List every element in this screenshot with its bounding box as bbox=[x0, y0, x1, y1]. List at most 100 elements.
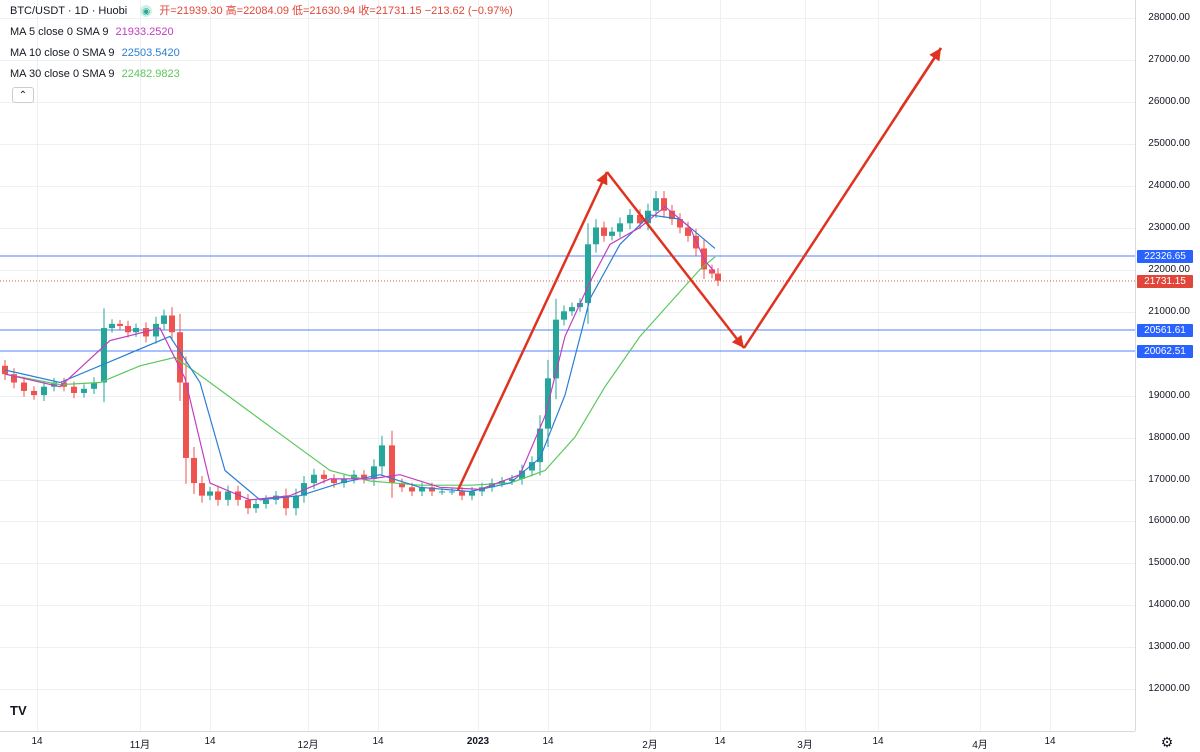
ma30-line bbox=[4, 256, 716, 486]
ma30-label: MA 30 close 0 SMA 9 bbox=[10, 68, 115, 80]
candle-body bbox=[499, 480, 505, 484]
candle-body bbox=[191, 457, 197, 484]
arrow-up-2 bbox=[898, 47, 943, 111]
candle-body bbox=[161, 315, 167, 324]
candle-body bbox=[81, 388, 87, 394]
price-axis-label: 28000.00 bbox=[1148, 12, 1190, 23]
time-axis-label: 14 bbox=[542, 736, 554, 747]
ma5-value: 21933.2520 bbox=[115, 26, 174, 38]
candle-body bbox=[637, 214, 643, 224]
chart-area[interactable]: BTC/USDT · 1D · Huobi ◉ 开=21939.30 高=220… bbox=[0, 0, 1135, 731]
tradingview-logo[interactable]: TV bbox=[10, 703, 27, 718]
price-axis[interactable]: 28000.00 27000.00 26000.00 25000.00 24000.00… bbox=[1135, 0, 1200, 731]
grid-line-vertical bbox=[805, 0, 806, 731]
candle-body bbox=[117, 323, 123, 326]
price-axis-label: 22000.00 bbox=[1148, 264, 1190, 275]
grid-line-horizontal bbox=[0, 186, 1135, 187]
eye-icon[interactable]: ◉ bbox=[140, 5, 153, 18]
ma5-line bbox=[4, 205, 716, 501]
candle-body bbox=[225, 491, 231, 500]
candle-body bbox=[389, 445, 395, 484]
time-axis-label: 14 bbox=[204, 736, 216, 747]
grid-line-horizontal bbox=[0, 312, 1135, 313]
level-price-tag: 22326.65 bbox=[1137, 250, 1193, 263]
arrow-up-1 bbox=[456, 171, 609, 491]
price-chart[interactable] bbox=[0, 0, 1135, 731]
candle-body bbox=[207, 491, 213, 496]
candle-body bbox=[379, 445, 385, 467]
legend-symbol-row: BTC/USDT · 1D · Huobi ◉ 开=21939.30 高=220… bbox=[10, 4, 517, 25]
candle-body bbox=[627, 214, 633, 224]
candle-body bbox=[409, 487, 415, 492]
level-price-tag: 20062.51 bbox=[1137, 345, 1193, 358]
candle-body bbox=[529, 462, 535, 471]
grid-line-horizontal bbox=[0, 270, 1135, 271]
grid-line-horizontal bbox=[0, 521, 1135, 522]
candle-body bbox=[253, 504, 259, 509]
candle-body bbox=[519, 470, 525, 479]
time-axis-label: 14 bbox=[872, 736, 884, 747]
legend-ma30[interactable]: MA 30 close 0 SMA 9 22482.9823 bbox=[10, 67, 517, 88]
candle-body bbox=[661, 198, 667, 211]
candle-body bbox=[91, 382, 97, 389]
legend-ma10[interactable]: MA 10 close 0 SMA 9 22503.5420 bbox=[10, 46, 517, 67]
grid-line-vertical bbox=[1050, 0, 1051, 731]
candle-body bbox=[169, 315, 175, 333]
candle-body bbox=[235, 491, 241, 500]
grid-line-vertical bbox=[478, 0, 479, 731]
arrow-down bbox=[606, 171, 745, 349]
candle-body bbox=[215, 491, 221, 500]
candle-body bbox=[569, 307, 575, 312]
candle-body bbox=[677, 219, 683, 228]
last-price-tag: 21731.15 bbox=[1137, 275, 1193, 288]
collapse-legend-button[interactable]: ⌃ bbox=[12, 87, 34, 103]
ohlc-values: 开=21939.30 高=22084.09 低=21630.94 收=21731… bbox=[159, 5, 513, 17]
candle-body bbox=[11, 374, 17, 383]
candle-body bbox=[21, 382, 27, 391]
time-axis-label: 3月 bbox=[797, 740, 813, 751]
gear-icon[interactable]: ⚙ bbox=[1160, 734, 1174, 750]
time-axis-label: 4月 bbox=[972, 740, 988, 751]
grid-line-vertical bbox=[650, 0, 651, 731]
candle-body bbox=[311, 474, 317, 484]
candle-body bbox=[601, 227, 607, 236]
time-axis[interactable]: 14 11月 14 12月 14 2023 14 2月 14 3月 14 4月 14 bbox=[0, 731, 1135, 752]
candle-body bbox=[553, 319, 559, 379]
grid-line-vertical bbox=[308, 0, 309, 731]
legend-ma5[interactable]: MA 5 close 0 SMA 9 21933.2520 bbox=[10, 25, 517, 46]
price-axis-label: 26000.00 bbox=[1148, 96, 1190, 107]
grid-line-horizontal bbox=[0, 60, 1135, 61]
grid-line-horizontal bbox=[0, 144, 1135, 145]
grid-line-vertical bbox=[720, 0, 721, 731]
price-axis-label: 15000.00 bbox=[1148, 557, 1190, 568]
candle-body bbox=[593, 227, 599, 245]
ma10-label: MA 10 close 0 SMA 9 bbox=[10, 47, 115, 59]
candle-body bbox=[669, 210, 675, 220]
ma10-value: 22503.5420 bbox=[121, 47, 180, 59]
symbol-title[interactable]: BTC/USDT · 1D · Huobi bbox=[10, 5, 128, 17]
time-axis-label: 14 bbox=[372, 736, 384, 747]
candle-body bbox=[41, 386, 47, 396]
price-axis-label: 25000.00 bbox=[1148, 138, 1190, 149]
grid-line-vertical bbox=[980, 0, 981, 731]
grid-line-vertical bbox=[878, 0, 879, 731]
candle-body bbox=[153, 323, 159, 337]
grid-line-horizontal bbox=[0, 102, 1135, 103]
price-axis-label: 18000.00 bbox=[1148, 432, 1190, 443]
grid-line-horizontal bbox=[0, 689, 1135, 690]
candle-body bbox=[709, 269, 715, 274]
candle-body bbox=[199, 483, 205, 496]
candle-body bbox=[449, 491, 455, 493]
chart-legend: BTC/USDT · 1D · Huobi ◉ 开=21939.30 高=220… bbox=[10, 4, 517, 88]
price-axis-label: 13000.00 bbox=[1148, 641, 1190, 652]
price-axis-label: 16000.00 bbox=[1148, 515, 1190, 526]
candle-body bbox=[143, 328, 149, 337]
time-axis-label: 12月 bbox=[297, 740, 319, 751]
candle-body bbox=[439, 491, 445, 493]
candle-body bbox=[331, 478, 337, 484]
candle-body bbox=[183, 382, 189, 458]
candle-body bbox=[371, 466, 377, 479]
candle-body bbox=[509, 478, 515, 481]
grid-line-horizontal bbox=[0, 396, 1135, 397]
price-axis-label: 14000.00 bbox=[1148, 599, 1190, 610]
